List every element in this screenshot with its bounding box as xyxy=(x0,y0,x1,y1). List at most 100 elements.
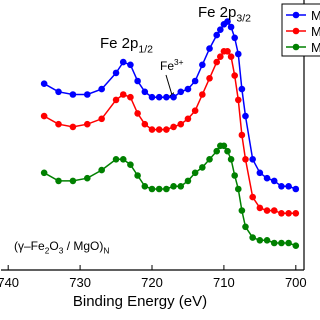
annotation-part: Fe xyxy=(160,59,174,73)
annotation: (γ–Fe2O3 / MgO)N xyxy=(14,239,109,256)
data-point xyxy=(184,85,192,93)
data-point xyxy=(112,96,120,104)
annotation: Fe 2p3/2 xyxy=(198,4,251,25)
data-point xyxy=(278,210,285,217)
annotation-part: N xyxy=(103,246,109,256)
data-point xyxy=(249,234,256,241)
data-point xyxy=(217,53,224,60)
data-point xyxy=(213,147,221,155)
legend-label: M xyxy=(311,24,320,39)
data-point xyxy=(69,91,77,98)
data-point xyxy=(227,156,235,163)
data-point xyxy=(224,147,231,155)
data-point xyxy=(119,156,127,163)
annotation: Fe3+ xyxy=(160,57,184,73)
series-line xyxy=(43,20,297,190)
data-point xyxy=(112,156,120,163)
data-point xyxy=(270,207,278,214)
annotation-part: (γ–Fe xyxy=(14,239,45,253)
data-point xyxy=(231,72,238,79)
data-point xyxy=(227,23,235,31)
data-point xyxy=(256,204,264,212)
data-point xyxy=(155,126,163,133)
data-point xyxy=(278,183,285,190)
data-point xyxy=(224,48,231,55)
data-point xyxy=(217,26,224,33)
data-point xyxy=(98,115,105,123)
annotation: Fe 2p1/2 xyxy=(100,35,153,56)
data-point xyxy=(170,183,177,190)
data-point xyxy=(270,177,278,185)
data-point xyxy=(238,207,246,214)
data-point xyxy=(148,126,156,133)
annotation-part: 1/2 xyxy=(138,44,153,56)
data-point xyxy=(285,183,292,190)
data-point xyxy=(199,164,206,171)
annotation-part: Fe 2p xyxy=(198,4,236,21)
data-point xyxy=(224,18,231,25)
data-point xyxy=(55,88,62,96)
x-tick-label: 710 xyxy=(213,275,235,290)
data-point xyxy=(285,210,292,217)
data-point xyxy=(256,237,264,244)
data-point xyxy=(220,142,228,150)
data-point xyxy=(249,193,256,201)
data-point xyxy=(270,239,278,247)
data-point xyxy=(227,53,235,60)
x-tick-label: 730 xyxy=(69,275,91,290)
legend-label: M xyxy=(311,40,320,55)
annotation-part: 3+ xyxy=(174,57,184,67)
data-point xyxy=(234,185,242,193)
data-point xyxy=(170,93,177,101)
data-point xyxy=(238,85,246,93)
data-point xyxy=(127,93,134,101)
data-point xyxy=(213,58,221,66)
data-point xyxy=(292,242,300,249)
data-point xyxy=(119,91,127,98)
arrow xyxy=(165,74,173,96)
data-point xyxy=(163,126,170,133)
data-point xyxy=(191,77,199,85)
legend-marker xyxy=(292,27,300,35)
data-point xyxy=(191,169,199,177)
data-point xyxy=(148,185,156,193)
data-point xyxy=(155,93,163,101)
data-point xyxy=(83,174,91,182)
data-point xyxy=(177,183,185,190)
data-point xyxy=(206,45,213,52)
data-point xyxy=(234,96,242,104)
data-point xyxy=(170,123,177,131)
data-point xyxy=(263,237,271,244)
data-point xyxy=(234,50,242,58)
data-point xyxy=(134,172,141,179)
x-axis-label: Binding Energy (eV) xyxy=(73,293,207,310)
legend-marker xyxy=(292,11,300,19)
data-point xyxy=(184,177,192,185)
data-point xyxy=(256,169,264,177)
data-point xyxy=(83,91,91,98)
data-point xyxy=(177,120,185,128)
data-point xyxy=(69,177,77,185)
data-point xyxy=(69,123,77,131)
data-point xyxy=(285,239,292,247)
legend-marker xyxy=(292,43,300,51)
data-point xyxy=(206,75,213,82)
data-point xyxy=(148,93,156,101)
data-point xyxy=(98,166,105,174)
data-point xyxy=(119,58,127,66)
annotation-part: 2 xyxy=(45,246,50,256)
legend-label: M xyxy=(311,8,320,23)
x-tick-label: 700 xyxy=(285,275,307,290)
annotation-part: / MgO) xyxy=(63,239,103,253)
annotation-part: 3/2 xyxy=(236,13,251,25)
data-point xyxy=(199,61,206,69)
data-point xyxy=(98,85,105,93)
series-line xyxy=(43,50,296,215)
data-point xyxy=(127,161,134,168)
data-point xyxy=(163,185,170,193)
data-point xyxy=(292,185,300,193)
data-point xyxy=(231,34,238,42)
data-point xyxy=(127,61,134,69)
